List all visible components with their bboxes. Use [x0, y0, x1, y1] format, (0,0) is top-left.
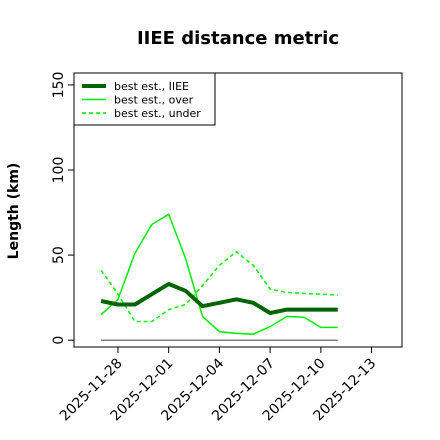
chart-title: IIEE distance metric [137, 28, 339, 49]
y-tick-label: 0 [51, 336, 67, 345]
y-tick-label: 100 [51, 157, 67, 184]
plot-layer [100, 213, 338, 341]
plot-frame [73, 72, 403, 348]
legend-label-best-est-over: best est., over [114, 94, 194, 107]
series-line-best-est-over [100, 213, 338, 335]
series-line-best-est-under [100, 250, 338, 323]
y-axis-label: Length (km) [6, 163, 22, 260]
series-line-best-est-iiee [100, 282, 338, 315]
y-tick-label: 50 [51, 246, 67, 264]
y-tick-label: 150 [51, 72, 67, 99]
legend-label-best-est-iiee: best est., IIEE [114, 80, 189, 93]
legend-label-best-est-under: best est., under [114, 107, 201, 120]
